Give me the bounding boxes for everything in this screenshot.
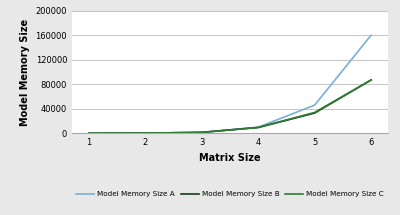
Model Memory Size A [369,34,374,37]
Model Memory Size C [312,111,317,114]
Model Memory Size B [199,131,204,134]
Model Memory Size C [199,131,204,134]
Model Memory Size A [86,132,91,135]
Model Memory Size B [256,126,261,129]
Model Memory Size A [199,131,204,134]
Model Memory Size C [369,79,374,81]
Model Memory Size C [86,132,91,135]
Model Memory Size B [369,79,374,81]
Model Memory Size B [312,112,317,114]
Model Memory Size B [86,132,91,135]
Model Memory Size C [256,126,261,129]
Legend: Model Memory Size A, Model Memory Size B, Model Memory Size C: Model Memory Size A, Model Memory Size B… [73,188,387,200]
Y-axis label: Model Memory Size: Model Memory Size [20,18,30,126]
Line: Model Memory Size C: Model Memory Size C [89,80,371,133]
Line: Model Memory Size A: Model Memory Size A [89,35,371,133]
Model Memory Size A [256,126,261,129]
Model Memory Size A [143,132,148,134]
Model Memory Size C [143,132,148,134]
Model Memory Size A [312,104,317,106]
X-axis label: Matrix Size: Matrix Size [199,153,261,163]
Line: Model Memory Size B: Model Memory Size B [89,80,371,133]
Model Memory Size B [143,132,148,134]
